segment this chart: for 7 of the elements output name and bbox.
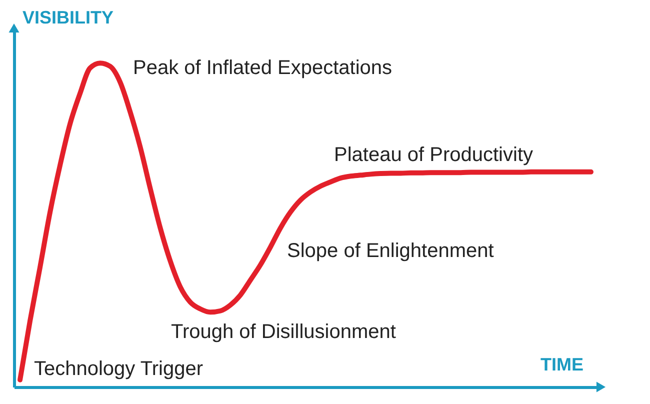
annotation: Technology Trigger [34, 358, 204, 380]
annotation: Plateau of Productivity [334, 144, 533, 166]
x-axis-title: TIME [540, 354, 584, 374]
y-axis-title: VISIBILITY [22, 8, 114, 28]
annotation: Trough of Disillusionment [171, 321, 396, 343]
annotation: Slope of Enlightenment [287, 240, 494, 262]
annotation: Peak of Inflated Expectations [133, 57, 392, 79]
